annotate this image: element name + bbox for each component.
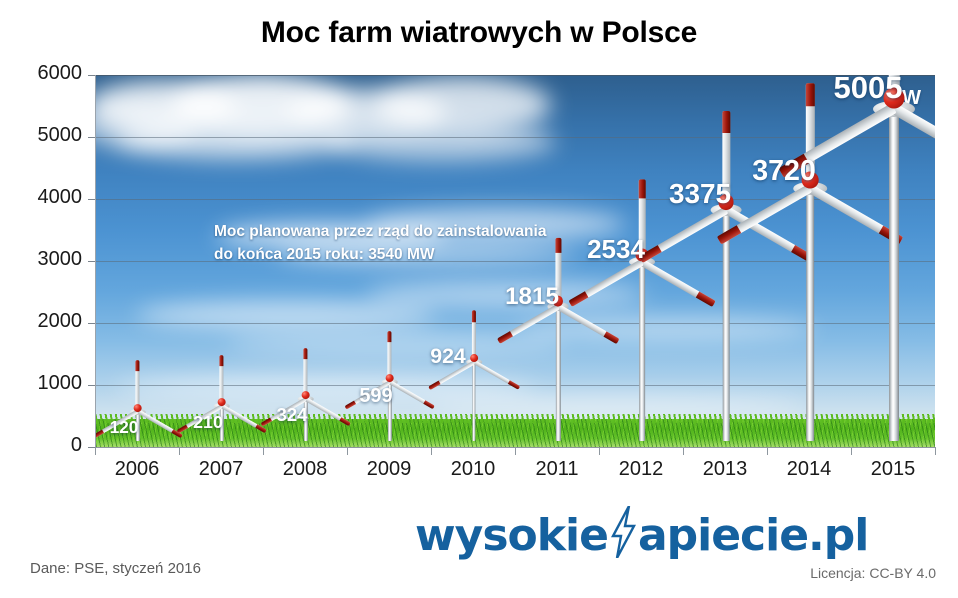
data-label: 120 [109, 418, 139, 438]
gridline [96, 261, 935, 262]
cloud-layer-mid [216, 205, 696, 275]
annotation-line-1: Moc planowana przez rząd do zainstalowan… [214, 223, 547, 240]
cloud-layer-haze [96, 365, 935, 435]
cloud-layer-upper [96, 75, 596, 167]
wind-turbine-marker [166, 354, 279, 441]
wind-turbine-marker [482, 237, 633, 441]
y-axis-tick-label: 6000 [37, 62, 83, 84]
turbine-tower [889, 108, 899, 441]
turbine-tower [555, 306, 561, 441]
x-axis-tick-mark [683, 447, 684, 455]
turbine-hub [883, 87, 905, 109]
data-label: 210 [193, 411, 223, 432]
logo-part-2: apiecie.pl [637, 510, 869, 561]
x-axis-tick-label: 2014 [786, 458, 832, 480]
data-label: 2534 [587, 233, 645, 264]
y-axis-tick-label: 5000 [37, 124, 83, 146]
y-axis-tick-mark [88, 261, 95, 262]
wind-turbine-marker [751, 75, 935, 441]
turbine-hub [218, 398, 226, 406]
brand-logo[interactable]: wysokie apiecie.pl [415, 506, 869, 561]
y-axis-tick-label: 4000 [37, 186, 83, 208]
y-axis-tick-mark [88, 75, 95, 76]
gridline [96, 75, 935, 76]
x-axis-tick-label: 2006 [114, 458, 160, 480]
turbine-hub [552, 295, 564, 307]
x-axis-tick-mark [767, 447, 768, 455]
logo-part-1: wysokie [415, 510, 609, 561]
data-label: 324 [276, 403, 308, 425]
x-axis-tick-mark [95, 447, 96, 455]
x-axis-tick-label: 2010 [450, 458, 496, 480]
x-axis-tick-mark [515, 447, 516, 455]
x-axis-tick-label: 2008 [282, 458, 328, 480]
x-axis-tick-mark [263, 447, 264, 455]
wind-turbine-marker [417, 310, 531, 441]
gridline [96, 199, 935, 200]
x-axis-tick-label: 2015 [870, 458, 916, 480]
plot-area: Moc planowana przez rząd do zainstalowan… [95, 75, 935, 447]
turbine-hub [386, 374, 394, 382]
annotation-line-2: do końca 2015 roku: 3540 MW [214, 246, 435, 264]
y-axis-tick-mark [88, 199, 95, 200]
lightning-bolt-icon [608, 506, 638, 558]
x-axis-tick-mark [599, 447, 600, 455]
y-axis-tick-mark [88, 447, 95, 448]
x-axis-tick-label: 2013 [702, 458, 748, 480]
y-axis-tick-mark [88, 323, 95, 324]
turbine-hub [470, 353, 478, 362]
turbine-tower [722, 209, 730, 441]
page-title: Moc farm wiatrowych w Polsce [260, 16, 698, 49]
y-axis-tick-mark [88, 385, 95, 386]
x-axis-tick-mark [935, 447, 936, 455]
data-label: 599 [359, 384, 393, 407]
turbine-tower [638, 261, 646, 441]
y-axis-tick-label: 1000 [37, 372, 83, 394]
data-label: 3375 [668, 177, 732, 209]
turbine-tower [220, 405, 224, 441]
wind-turbine-marker [334, 330, 447, 441]
y-axis-tick-label: 0 [70, 434, 82, 456]
x-axis-tick-mark [179, 447, 180, 455]
turbine-hub [718, 193, 734, 210]
data-label: 5005 [833, 75, 903, 106]
wind-turbine-marker [617, 111, 834, 441]
x-axis-tick-label: 2009 [366, 458, 412, 480]
data-label: 1815 [505, 282, 559, 310]
turbine-hub [801, 171, 819, 189]
turbine-tower [806, 188, 814, 441]
turbine-hub [134, 403, 142, 412]
data-label: 924 [430, 343, 466, 368]
turbine-tower [388, 381, 392, 441]
turbine-hub [302, 391, 310, 399]
x-axis-tick-mark [851, 447, 852, 455]
gridline [96, 137, 935, 138]
turbine-tower [472, 361, 476, 441]
gridline [96, 323, 935, 324]
turbine-tower [136, 411, 140, 441]
x-axis-tick-mark [347, 447, 348, 455]
license-note: Licencja: CC-BY 4.0 [810, 565, 936, 581]
source-note: Dane: PSE, styczeń 2016 [30, 560, 201, 577]
cloud-layer-low [136, 275, 836, 365]
x-axis-tick-label: 2012 [618, 458, 664, 480]
y-axis-tick-label: 2000 [37, 310, 83, 332]
y-axis-tick-label: 3000 [37, 248, 83, 270]
annotation-text: Moc planowana przez rząd do zainstalowan… [214, 220, 546, 267]
turbine-tower [304, 398, 308, 441]
y-axis-tick-mark [88, 137, 95, 138]
data-label: 3720 [752, 154, 816, 187]
grass-band [96, 414, 935, 447]
x-axis-tick-mark [431, 447, 432, 455]
x-axis-tick-label: 2007 [198, 458, 244, 480]
x-axis-tick-label: 2011 [535, 458, 579, 480]
wind-turbine-marker [96, 360, 194, 441]
wind-turbine-marker [694, 83, 926, 441]
wind-turbine-marker [250, 347, 363, 441]
